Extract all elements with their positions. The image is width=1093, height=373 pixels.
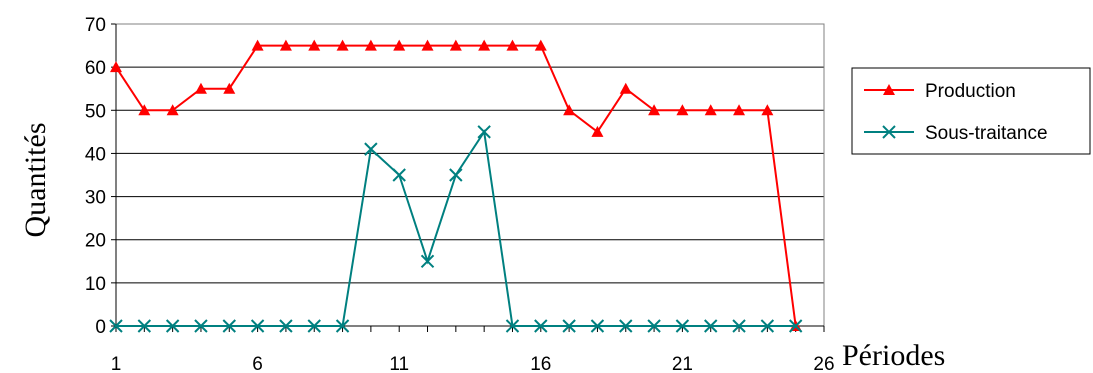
- point-production-21: [676, 104, 689, 116]
- x-tick-labels: 1 6 11 16 21 26: [111, 354, 835, 373]
- point-sous-traitance-9: [335, 319, 350, 333]
- series-line-sous-traitance: [116, 129, 796, 327]
- y-axis-title: Quantités: [19, 123, 52, 238]
- point-sous-traitance-25: [788, 319, 803, 333]
- point-production-1: [110, 61, 122, 73]
- point-sous-traitance-7: [279, 319, 293, 333]
- point-production-4: [194, 82, 207, 94]
- legend-box: [851, 67, 1091, 155]
- point-sous-traitance-1: [109, 319, 123, 333]
- point-sous-traitance-3: [165, 319, 180, 333]
- point-sous-traitance-16: [534, 319, 548, 333]
- y-tick-label-60: 60: [85, 58, 106, 79]
- point-sous-traitance-4: [194, 319, 208, 333]
- axes: [115, 24, 825, 332]
- y-tick-label-40: 40: [85, 144, 106, 165]
- point-production-6: [251, 39, 264, 51]
- series-line-production: [115, 44, 797, 327]
- legend-marker-sous-traitance: [882, 125, 896, 139]
- point-production-9: [336, 39, 349, 51]
- point-sous-traitance-22: [704, 319, 718, 333]
- point-sous-traitance-14: [477, 125, 491, 139]
- point-production-5: [223, 82, 236, 94]
- x-tick-label-26: 26: [813, 354, 834, 373]
- point-production-18: [591, 125, 604, 137]
- point-sous-traitance-5: [222, 319, 236, 333]
- point-sous-traitance-23: [732, 319, 746, 333]
- series-group: [109, 39, 803, 333]
- series-sous-traitance: [109, 125, 803, 333]
- x-tick-label-6: 6: [252, 354, 263, 373]
- x-axis-title: Périodes: [842, 339, 945, 372]
- point-sous-traitance-24: [760, 319, 775, 333]
- y-tick-label-50: 50: [85, 101, 106, 122]
- y-tick-label-20: 20: [85, 231, 106, 252]
- legend: Production Sous-traitance: [851, 67, 1091, 155]
- point-sous-traitance-13: [449, 168, 463, 182]
- point-production-17: [563, 104, 576, 116]
- point-sous-traitance-17: [562, 319, 576, 333]
- point-sous-traitance-6: [250, 319, 265, 333]
- point-production-3: [166, 104, 179, 116]
- point-sous-traitance-10: [364, 142, 378, 156]
- point-sous-traitance-18: [590, 319, 605, 333]
- point-production-24: [761, 104, 774, 116]
- point-production-23: [733, 104, 746, 116]
- gridlines: [111, 23, 824, 327]
- point-production-7: [279, 39, 292, 51]
- x-tick-label-16: 16: [530, 354, 551, 373]
- point-production-22: [704, 104, 717, 116]
- x-tick-label-21: 21: [672, 354, 693, 373]
- y-tick-label-70: 70: [85, 15, 106, 36]
- point-production-20: [648, 104, 661, 116]
- point-sous-traitance-12: [420, 254, 435, 268]
- point-production-19: [619, 82, 632, 94]
- point-production-13: [449, 39, 462, 51]
- point-sous-traitance-8: [307, 319, 321, 333]
- plot-area-frame: [115, 23, 825, 327]
- point-production-16: [534, 39, 547, 51]
- point-production-2: [138, 104, 151, 116]
- point-production-8: [308, 39, 321, 51]
- x-tick-label-1: 1: [111, 354, 122, 373]
- y-tick-label-0: 0: [95, 317, 106, 338]
- y-tick-label-30: 30: [85, 188, 106, 209]
- point-production-14: [478, 39, 491, 51]
- point-sous-traitance-19: [619, 319, 633, 333]
- legend-marker-production: [883, 84, 895, 95]
- point-sous-traitance-20: [647, 319, 661, 333]
- point-sous-traitance-11: [392, 168, 406, 182]
- x-tick-label-11: 11: [389, 354, 409, 373]
- y-tick-labels: 0 10 20 30 40 50 60 70: [85, 15, 106, 338]
- series-production: [110, 39, 802, 331]
- point-production-11: [393, 39, 406, 51]
- y-tick-label-10: 10: [85, 274, 106, 295]
- point-sous-traitance-21: [675, 319, 690, 333]
- point-sous-traitance-15: [505, 319, 520, 333]
- point-sous-traitance-2: [137, 319, 152, 333]
- point-production-10: [364, 39, 377, 51]
- point-production-15: [506, 39, 519, 51]
- legend-label-sous-traitance: Sous-traitance: [925, 123, 1048, 144]
- point-production-12: [421, 39, 434, 51]
- legend-label-production: Production: [925, 81, 1016, 102]
